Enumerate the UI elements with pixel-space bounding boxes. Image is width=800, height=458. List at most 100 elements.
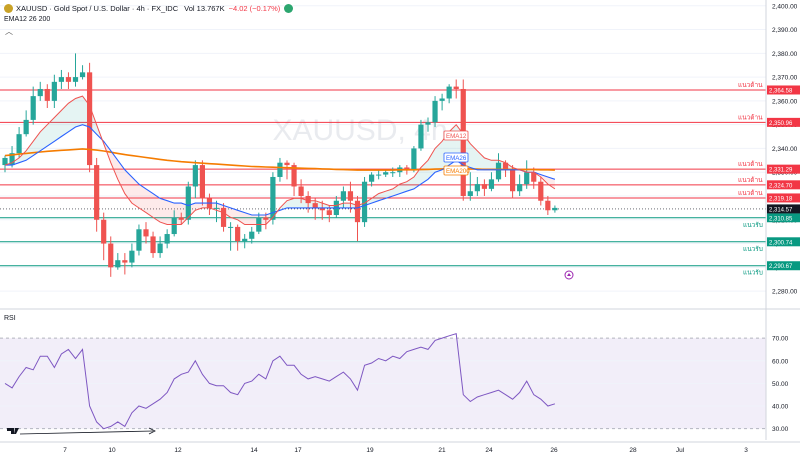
time-tick-label: 21: [438, 447, 446, 454]
candle-body: [446, 86, 452, 99]
ema-tag-label: EMA26: [446, 155, 467, 162]
rsi-indicator: [0, 332, 766, 430]
ema-cloud-segment: [477, 150, 485, 170]
ema-cloud-segment: [138, 184, 146, 213]
symbol-header[interactable]: XAUUSD · Gold Spot / U.S. Dollar · 4h · …: [4, 2, 294, 14]
ema-cloud-segment: [547, 176, 555, 189]
candle-body: [404, 167, 410, 170]
price-axis[interactable]: 2,400.00 2,390.00 2,380.00 2,370.00 2,360.00…: [765, 0, 800, 440]
candle-body: [143, 229, 149, 237]
candle-body: [242, 238, 248, 242]
level-price-tag-label: 2,350.96: [769, 121, 793, 127]
level-price-tag-label: 2,310.85: [769, 216, 793, 222]
ema-cloud-segment: [484, 157, 492, 170]
level-price-tag-label: 2,324.70: [769, 183, 793, 189]
candle-body: [44, 88, 50, 101]
candle-body: [517, 184, 523, 192]
level-price-tag: [767, 117, 800, 127]
price-tick-label: 2,360.00: [772, 98, 798, 105]
ema-tags: EMA12 EMA26 EMA200: [443, 130, 470, 176]
candle-body: [72, 77, 79, 82]
ema-tag-label: EMA12: [446, 133, 467, 140]
ema-cloud-segment: [413, 167, 421, 189]
candle-body: [87, 72, 93, 166]
resistance-label: แนวต้าน: [738, 81, 763, 89]
price-tick-label: 2,390.00: [772, 27, 798, 34]
candle-body: [185, 186, 191, 220]
ema-cloud-segment: [392, 184, 400, 196]
candle-body: [531, 172, 537, 182]
trend-arrow: [19, 430, 154, 435]
rsi-title[interactable]: RSI: [4, 315, 16, 322]
level-price-tag: [767, 164, 800, 174]
collapse-icon[interactable]: ︿: [5, 27, 13, 36]
candle-body: [192, 165, 198, 187]
last-price-label: 2,314.57: [769, 207, 793, 213]
candle-body: [30, 96, 36, 120]
level-price-tag-label: 2,364.58: [769, 88, 793, 94]
candle-body: [277, 162, 283, 177]
candle-body: [263, 217, 269, 220]
time-tick-label: 26: [550, 447, 558, 454]
rsi-tick-label: 50.00: [772, 381, 789, 388]
last-price-tag: [767, 204, 800, 214]
ema-cloud-segment: [428, 148, 436, 180]
candle-body: [115, 260, 121, 268]
ema-cloud-segment: [117, 160, 125, 194]
ema-cloud-segment: [75, 96, 83, 128]
candle-body: [178, 217, 184, 220]
candle-body: [270, 176, 276, 220]
candle-body: [376, 174, 382, 176]
ema-tag-box: [443, 130, 469, 141]
candle-body: [474, 184, 480, 192]
resistance-label: แนวต้าน: [738, 189, 763, 197]
symbol-title[interactable]: XAUUSD · Gold Spot / U.S. Dollar · 4h · …: [16, 3, 179, 13]
candle-body: [291, 165, 297, 187]
alert-icon[interactable]: [564, 270, 574, 280]
candle-body: [425, 122, 431, 125]
candle-body: [524, 172, 530, 185]
candle-body: [481, 184, 487, 189]
candle-body: [199, 165, 205, 199]
time-tick-label: 12: [174, 447, 182, 454]
candle-body: [552, 207, 558, 211]
ema-cloud-segment: [124, 169, 132, 204]
candle-body: [361, 181, 368, 223]
indicator-legend[interactable]: EMA12 26 200: [4, 16, 51, 23]
price-tick-label: 2,380.00: [772, 51, 798, 58]
candle-body: [157, 243, 163, 254]
ema-cloud-segment: [406, 176, 414, 192]
rsi-tick-label: 70.00: [772, 336, 789, 343]
time-tick-label: 17: [294, 447, 302, 454]
level-price-tag: [767, 237, 800, 247]
ema-cloud-segment: [33, 131, 41, 156]
chart-grid: [0, 5, 766, 292]
change-readout: −4.02 (−0.17%): [228, 3, 281, 13]
market-open-icon: [284, 3, 294, 13]
support-label: แนวรับ: [743, 269, 763, 277]
candle-body: [383, 172, 389, 175]
ema-cloud-segment: [26, 141, 34, 161]
ema-cloud-segment: [244, 212, 252, 225]
ema-cloud-segment: [322, 203, 330, 208]
time-tick-label: 24: [485, 447, 493, 454]
level-price-tag: [767, 193, 800, 203]
candle-body: [51, 81, 57, 101]
time-tick-label: Jul: [676, 447, 685, 454]
level-price-tag: [767, 213, 800, 223]
candle-body: [284, 162, 290, 166]
candle-body: [390, 172, 396, 174]
rsi-tick-label: 40.00: [772, 404, 789, 411]
candle-body: [453, 86, 459, 89]
ema-tag-box: [443, 165, 469, 176]
level-price-tag: [767, 85, 800, 95]
level-price-tag-label: 2,290.67: [769, 264, 793, 270]
time-axis[interactable]: 7 10 12 14 17 19 21 24 26 28 Jul 3: [0, 441, 800, 454]
rsi-tick-label: 60.00: [772, 358, 789, 365]
candle-body: [305, 195, 311, 204]
ema-cloud-segment: [343, 203, 351, 208]
candle-body: [439, 98, 445, 101]
candle-body: [122, 260, 128, 263]
level-price-tag: [767, 180, 800, 190]
